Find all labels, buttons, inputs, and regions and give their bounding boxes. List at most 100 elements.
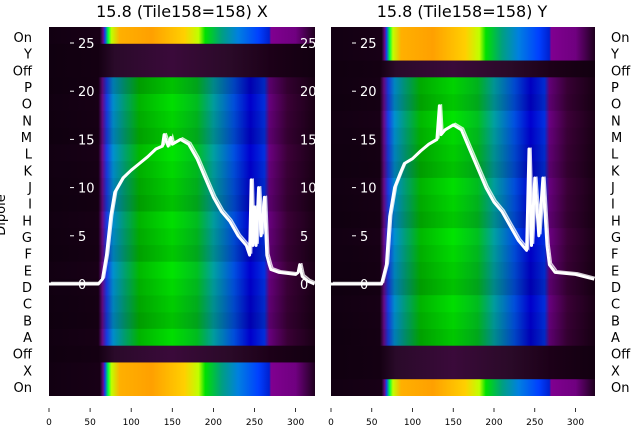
- row-label-left: E: [24, 264, 32, 279]
- heatmap-row-off: [331, 345, 595, 363]
- row-label-left: F: [25, 248, 32, 263]
- row-label-right: L: [611, 148, 619, 163]
- heatmap-row-b: [331, 312, 595, 330]
- y-tick-label: 5: [360, 230, 368, 245]
- heatmap-row-off: [331, 60, 595, 78]
- row-label-left: B: [23, 314, 32, 329]
- x-tick-label: 150: [164, 418, 181, 428]
- heatmap-row-n: [331, 110, 595, 129]
- row-label-left: Off: [13, 64, 33, 79]
- heatmap-row-y: [49, 43, 315, 62]
- heatmap-row-d: [49, 278, 315, 296]
- x-tick-label: 300: [287, 418, 304, 428]
- y-tick-label: 15: [360, 133, 377, 148]
- row-label-right: X: [611, 364, 620, 379]
- row-label-right: H: [611, 214, 621, 229]
- y-tick-label: 5: [300, 230, 308, 245]
- x-tick-label: 100: [404, 418, 421, 428]
- heatmap-row-on: [49, 379, 315, 396]
- x-tick-label: 200: [205, 418, 222, 428]
- row-label-right: D: [611, 281, 621, 296]
- y-tick-label: 20: [360, 85, 377, 100]
- y-tick-label: 25: [360, 37, 377, 52]
- heatmap-row-p: [49, 77, 315, 95]
- x-tick-label: 250: [526, 418, 543, 428]
- x-tick-label: 150: [445, 418, 462, 428]
- row-label-right: P: [611, 81, 619, 96]
- row-label-left: H: [22, 214, 32, 229]
- row-label-left: N: [22, 114, 32, 129]
- row-label-left: L: [25, 148, 33, 163]
- x-tick-label: 0: [46, 418, 52, 428]
- row-label-left: J: [27, 181, 32, 196]
- row-label-right: Off: [611, 64, 631, 79]
- x-tick-label: 200: [485, 418, 502, 428]
- row-label-left: I: [28, 198, 32, 213]
- heatmap-row-m: [49, 127, 315, 145]
- heatmap-row-on: [49, 27, 315, 45]
- row-label-right: E: [611, 264, 619, 279]
- spectrum-line-offset: [333, 104, 595, 284]
- row-label-left: P: [24, 81, 32, 96]
- x-tick-label: 250: [246, 418, 263, 428]
- row-label-left: C: [23, 298, 32, 313]
- heatmap-row-o: [331, 94, 595, 112]
- row-label-right: F: [611, 248, 618, 263]
- row-label-right: B: [611, 314, 620, 329]
- row-label-left: A: [23, 331, 32, 346]
- row-label-left: O: [22, 98, 32, 113]
- y-tick-label: 0: [300, 278, 308, 293]
- row-label-right: O: [611, 98, 621, 113]
- y-tick-label: 15: [78, 133, 95, 148]
- heatmap-row-e: [331, 261, 595, 280]
- heatmap-row-on: [331, 27, 595, 45]
- heatmap-row-off: [49, 60, 315, 78]
- heatmap-row-h: [49, 211, 315, 229]
- row-label-left: On: [14, 31, 32, 46]
- heatmap-row-o: [49, 94, 315, 112]
- panel-title-y: 15.8 (Tile158=158) Y: [377, 2, 548, 21]
- row-label-right: A: [611, 331, 620, 346]
- y-tick-label: 20: [300, 85, 317, 100]
- row-label-right: N: [611, 114, 621, 129]
- row-label-left: D: [22, 281, 32, 296]
- row-label-left: Off: [13, 348, 33, 363]
- panel-title-x: 15.8 (Tile158=158) X: [96, 2, 268, 21]
- row-label-right: C: [611, 298, 620, 313]
- y-tick-label: 10: [360, 182, 377, 197]
- x-tick-label: 100: [123, 418, 140, 428]
- heatmap-row-k: [49, 161, 315, 179]
- spectrum-line: [331, 104, 595, 286]
- row-label-right: G: [611, 231, 621, 246]
- row-label-right: On: [611, 381, 629, 396]
- heatmap-row-c: [331, 295, 595, 313]
- y-tick-label: 20: [78, 85, 95, 100]
- heatmap-row-e: [49, 261, 315, 280]
- heatmap-row-b: [49, 312, 315, 330]
- row-label-right: M: [611, 131, 622, 146]
- row-label-left: X: [23, 364, 32, 379]
- x-tick-label: 0: [328, 418, 334, 428]
- spectrum-line-offset: [51, 132, 315, 284]
- heatmap-row-on: [331, 379, 595, 396]
- heatmap-row-l: [49, 144, 315, 162]
- y-tick-label: 25: [300, 37, 317, 52]
- row-label-left: Y: [23, 48, 32, 63]
- x-tick-label: 50: [84, 418, 96, 428]
- y-tick-label: 10: [78, 182, 95, 197]
- row-label-left: G: [22, 231, 32, 246]
- y-tick-label: 10: [300, 182, 317, 197]
- y-axis-label: Dipole: [0, 194, 9, 235]
- row-label-right: Off: [611, 348, 631, 363]
- heatmap-row-y: [331, 43, 595, 62]
- row-label-right: On: [611, 31, 629, 46]
- heatmap-row-x: [49, 362, 315, 380]
- row-label-right: I: [611, 198, 615, 213]
- x-tick-label: 50: [366, 418, 378, 428]
- x-tick-label: 300: [567, 418, 584, 428]
- row-label-right: K: [611, 164, 620, 179]
- row-label-right: J: [610, 181, 615, 196]
- row-label-left: M: [21, 131, 32, 146]
